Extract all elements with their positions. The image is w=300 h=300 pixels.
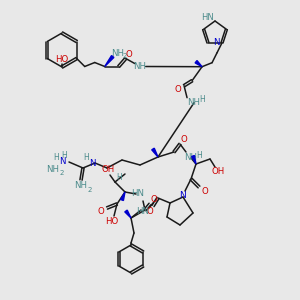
Text: HO: HO <box>56 56 69 64</box>
Text: H: H <box>199 95 205 104</box>
Text: NH: NH <box>133 62 146 71</box>
Text: H: H <box>53 152 59 161</box>
Polygon shape <box>105 56 114 67</box>
Text: O: O <box>151 196 158 205</box>
Text: N: N <box>213 38 219 47</box>
Polygon shape <box>192 155 196 164</box>
Text: O: O <box>202 187 208 196</box>
Text: H: H <box>196 151 202 160</box>
Text: H: H <box>116 172 122 182</box>
Text: N: N <box>89 158 95 167</box>
Polygon shape <box>152 148 158 157</box>
Text: 2: 2 <box>60 170 64 176</box>
Text: H: H <box>61 152 67 160</box>
Text: 2: 2 <box>88 187 92 193</box>
Text: O: O <box>98 206 104 215</box>
Text: O: O <box>147 208 153 217</box>
Text: NH: NH <box>74 182 88 190</box>
Text: N: N <box>180 190 186 200</box>
Text: NH: NH <box>188 98 201 107</box>
Text: HN: HN <box>136 206 149 215</box>
Text: NH: NH <box>46 166 59 175</box>
Text: O: O <box>125 50 132 59</box>
Text: NH: NH <box>184 154 197 163</box>
Polygon shape <box>121 192 125 200</box>
Text: HN: HN <box>131 190 145 199</box>
Polygon shape <box>195 61 202 67</box>
Text: HO: HO <box>105 218 119 226</box>
Polygon shape <box>125 210 131 218</box>
Text: NH: NH <box>111 49 124 58</box>
Text: OH: OH <box>101 164 115 173</box>
Text: O: O <box>181 136 188 145</box>
Text: N: N <box>59 158 65 166</box>
Text: H: H <box>83 154 89 163</box>
Text: OH: OH <box>212 167 225 176</box>
Text: HN: HN <box>201 14 213 22</box>
Text: O: O <box>175 85 182 94</box>
Text: 2: 2 <box>122 53 127 59</box>
